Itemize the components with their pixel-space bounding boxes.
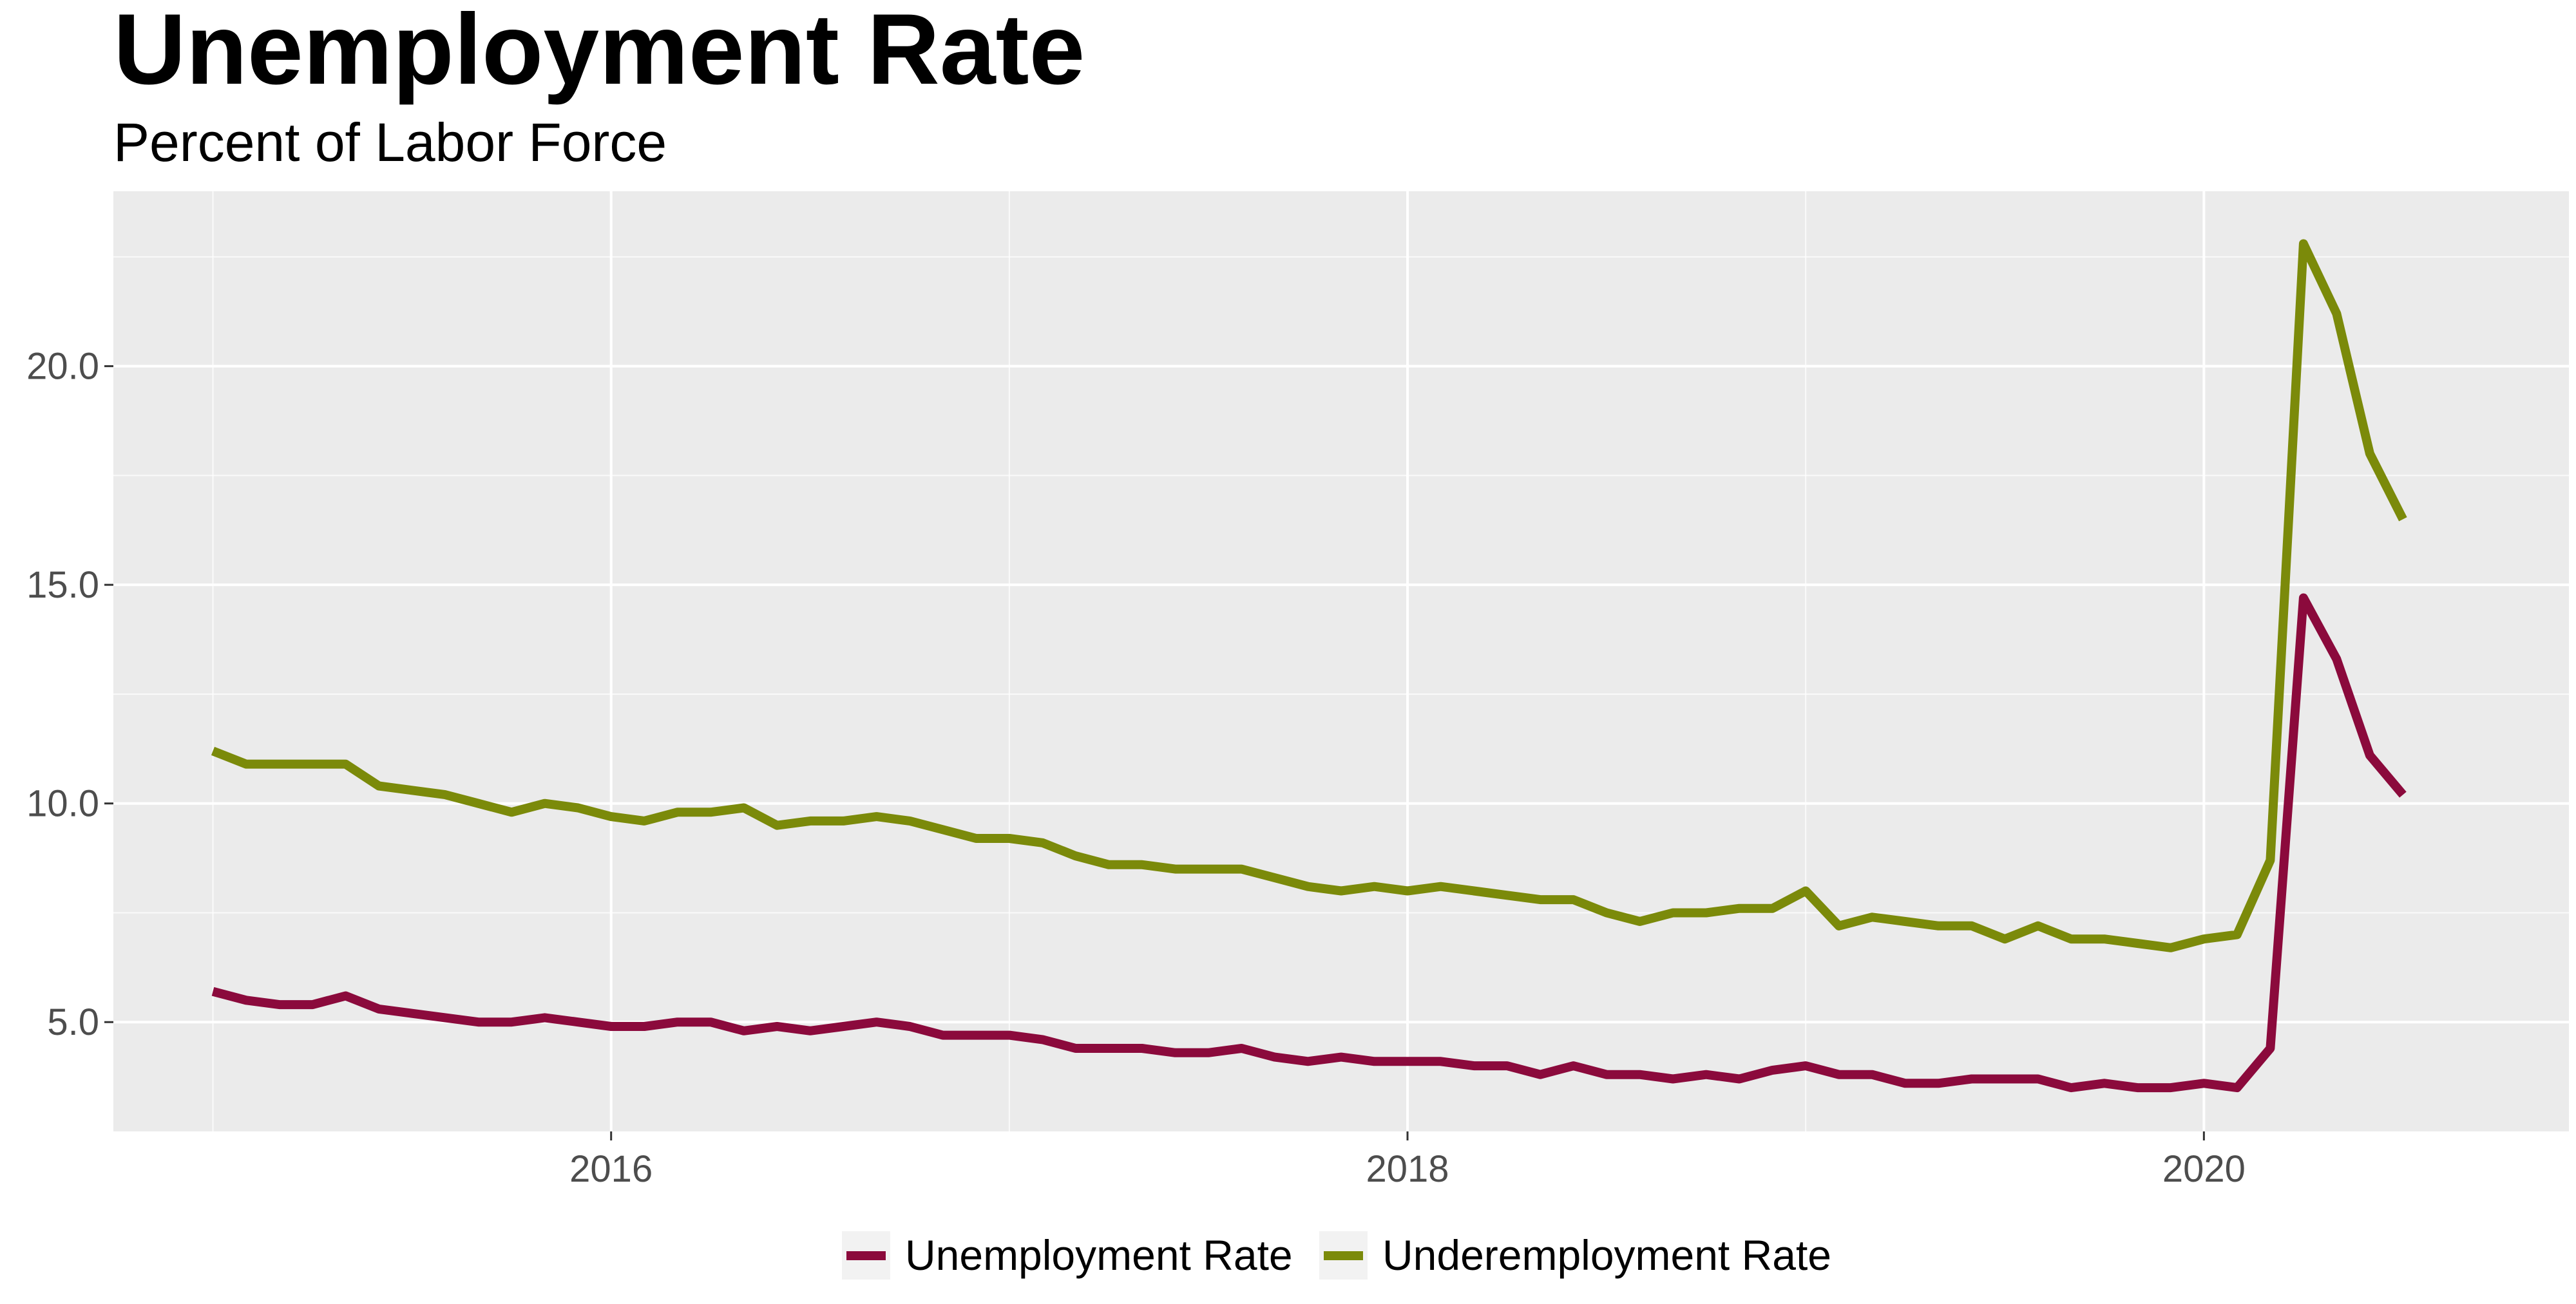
x-axis: 2016 2018 2020: [569, 1131, 2246, 1190]
major-gridlines: [113, 191, 2569, 1131]
series-lines: [211, 239, 2407, 1093]
x-tick-label: 2018: [1366, 1148, 1449, 1190]
legend-label-unemployment: Unemployment Rate: [905, 1231, 1293, 1279]
legend-label-underemployment: Underemployment Rate: [1382, 1231, 1831, 1279]
chart-subtitle: Percent of Labor Force: [113, 112, 667, 173]
x-tick-label: 2016: [569, 1148, 653, 1190]
plot-panel: [113, 191, 2569, 1131]
y-tick-label: 5.0: [47, 1001, 99, 1043]
y-axis: 5.0 10.0 15.0 20.0: [26, 346, 113, 1043]
unemployment-rate-line: [211, 593, 2407, 1093]
minor-gridlines: [113, 191, 2569, 1131]
chart-title: Unemployment Rate: [113, 0, 1085, 106]
legend: Unemployment Rate Underemployment Rate: [842, 1231, 1831, 1280]
y-tick-label: 15.0: [26, 564, 99, 606]
underemployment-rate-line: [211, 239, 2407, 952]
y-tick-label: 10.0: [26, 783, 99, 825]
x-tick-label: 2020: [2162, 1148, 2246, 1190]
y-tick-label: 20.0: [26, 346, 99, 388]
